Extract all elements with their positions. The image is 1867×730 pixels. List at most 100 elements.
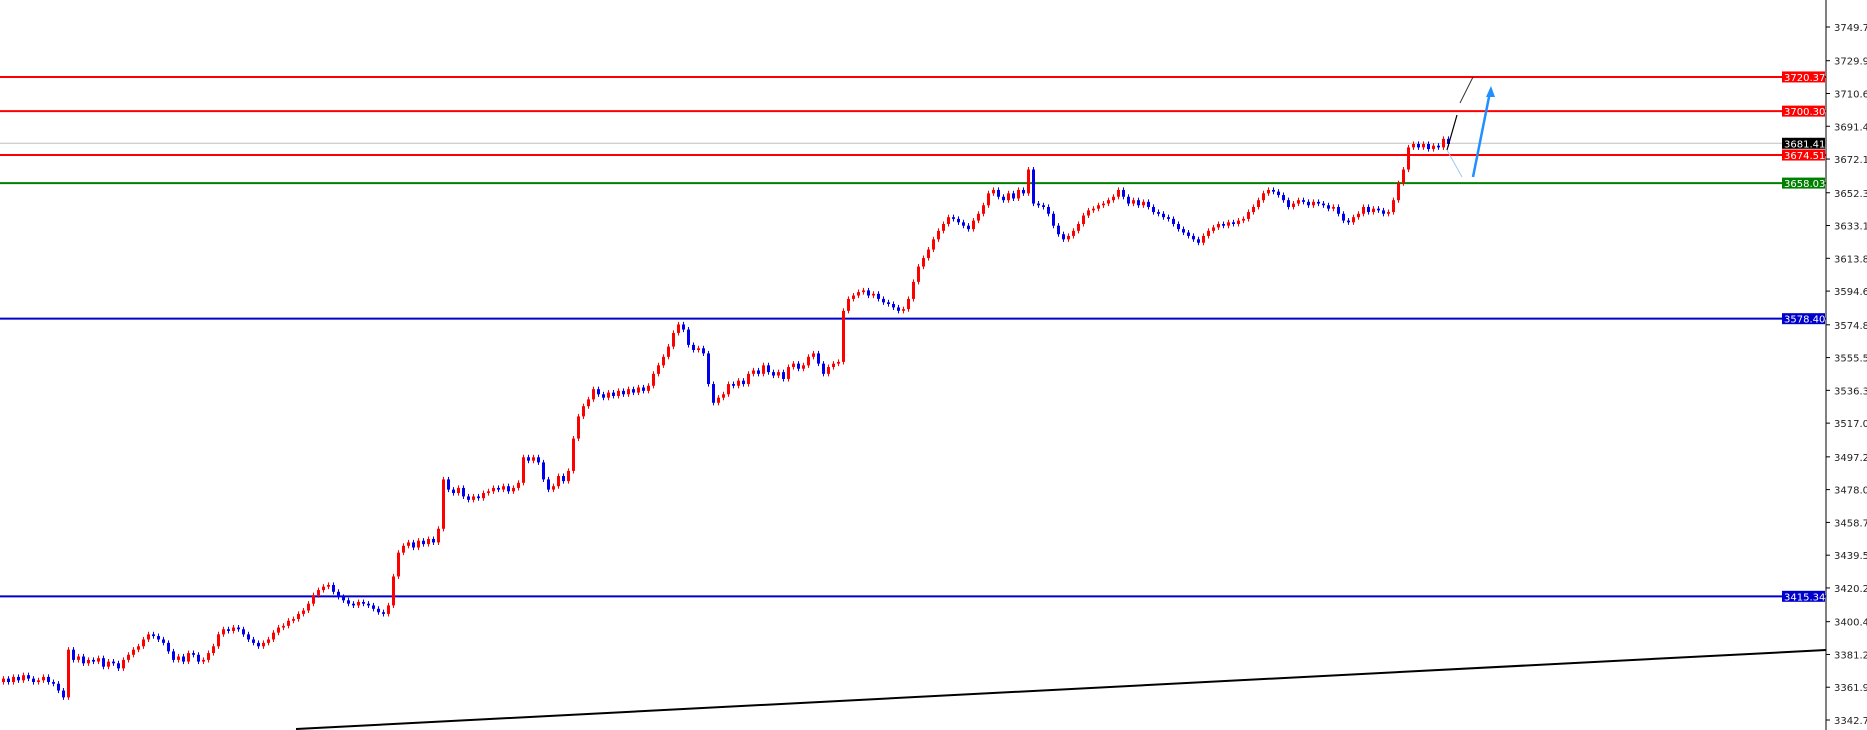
candle-body bbox=[857, 292, 860, 296]
candle bbox=[1357, 211, 1360, 220]
candle bbox=[1362, 204, 1365, 217]
candle bbox=[422, 538, 425, 547]
candle bbox=[627, 386, 630, 397]
candle-body bbox=[1147, 201, 1150, 207]
candle-body bbox=[522, 457, 525, 483]
candle-body bbox=[897, 307, 900, 311]
trendline[interactable] bbox=[295, 649, 1827, 730]
candle-body bbox=[392, 576, 395, 606]
candle-body bbox=[752, 370, 755, 374]
candle-body bbox=[1377, 208, 1380, 211]
candle-body bbox=[917, 266, 920, 282]
projection-line-up-2 bbox=[1459, 76, 1474, 104]
candle-body bbox=[557, 476, 560, 487]
candle-body bbox=[472, 496, 475, 500]
candle bbox=[22, 672, 25, 683]
candle-body bbox=[1092, 208, 1095, 211]
candle-body bbox=[32, 678, 35, 683]
candle-body bbox=[1017, 189, 1020, 199]
candle bbox=[697, 345, 700, 353]
candle bbox=[1017, 187, 1020, 202]
candle bbox=[277, 624, 280, 636]
candle bbox=[1182, 226, 1185, 236]
candle bbox=[367, 601, 370, 608]
candle-body bbox=[187, 653, 190, 662]
candle bbox=[712, 381, 715, 406]
candle-body bbox=[827, 367, 830, 374]
candle-body bbox=[232, 627, 235, 631]
candle bbox=[927, 246, 930, 261]
candle bbox=[487, 488, 490, 496]
candle-body bbox=[1247, 212, 1250, 219]
candle bbox=[867, 287, 870, 299]
candle-body bbox=[222, 629, 225, 635]
candle bbox=[282, 623, 285, 631]
horizontal-levels bbox=[0, 75, 1826, 598]
candle-body bbox=[1367, 206, 1370, 213]
candle-body bbox=[647, 385, 650, 391]
candle bbox=[777, 369, 780, 379]
axis-tick-label: 3749.70 bbox=[1834, 23, 1867, 34]
candle bbox=[402, 543, 405, 556]
candle-body bbox=[1152, 206, 1155, 213]
candle-body bbox=[772, 372, 775, 376]
candle-body bbox=[1127, 196, 1130, 204]
candle bbox=[162, 636, 165, 646]
candle-body bbox=[542, 462, 545, 480]
candle bbox=[1242, 216, 1245, 224]
candle bbox=[737, 378, 740, 389]
candle bbox=[1052, 211, 1055, 229]
candle bbox=[1032, 166, 1035, 207]
candle-body bbox=[1157, 212, 1160, 214]
candle bbox=[177, 653, 180, 663]
current-price-label-bg bbox=[1782, 137, 1825, 149]
candle bbox=[732, 381, 735, 389]
candle-body bbox=[1202, 235, 1205, 243]
candle-body bbox=[742, 380, 745, 385]
candle bbox=[1332, 204, 1335, 212]
candle bbox=[337, 589, 340, 600]
candle-body bbox=[182, 656, 185, 662]
candle bbox=[1152, 204, 1155, 215]
candle bbox=[1157, 209, 1160, 217]
candle bbox=[122, 657, 125, 671]
candle bbox=[357, 599, 360, 608]
candle-body bbox=[1137, 200, 1140, 206]
candle-body bbox=[937, 230, 940, 240]
candle-body bbox=[137, 646, 140, 650]
candle-body bbox=[447, 479, 450, 490]
candle-body bbox=[1027, 169, 1030, 194]
candle bbox=[847, 296, 850, 314]
candle-body bbox=[692, 344, 695, 351]
candle-body bbox=[407, 542, 410, 546]
level-price-label: 3415.34 bbox=[1784, 592, 1825, 603]
candle bbox=[167, 640, 170, 654]
candle-body bbox=[907, 298, 910, 310]
candle bbox=[922, 255, 925, 270]
candle-body bbox=[37, 680, 40, 683]
candle bbox=[1337, 204, 1340, 217]
candle-body bbox=[512, 487, 515, 492]
candle bbox=[1397, 180, 1400, 203]
candle-body bbox=[302, 610, 305, 614]
candle bbox=[1282, 192, 1285, 203]
candle bbox=[132, 647, 135, 658]
candle bbox=[1197, 236, 1200, 246]
axis-tick-label: 3613.85 bbox=[1834, 254, 1867, 265]
candle-body bbox=[727, 384, 730, 395]
candle-body bbox=[622, 390, 625, 395]
candle-body bbox=[1167, 217, 1170, 219]
candle-body bbox=[347, 600, 350, 604]
candle bbox=[147, 631, 150, 643]
candle-body bbox=[1217, 224, 1220, 228]
candle-body bbox=[552, 486, 555, 490]
candle bbox=[1372, 206, 1375, 215]
candle bbox=[862, 287, 865, 295]
candle-body bbox=[207, 653, 210, 660]
candle-body bbox=[172, 651, 175, 660]
candle bbox=[1327, 202, 1330, 212]
candle-body bbox=[397, 552, 400, 577]
candle-body bbox=[707, 353, 710, 385]
price-axis[interactable]: 3749.70 3729.90 3710.65 3691.40 3672.15 3652.… bbox=[1826, 23, 1867, 727]
